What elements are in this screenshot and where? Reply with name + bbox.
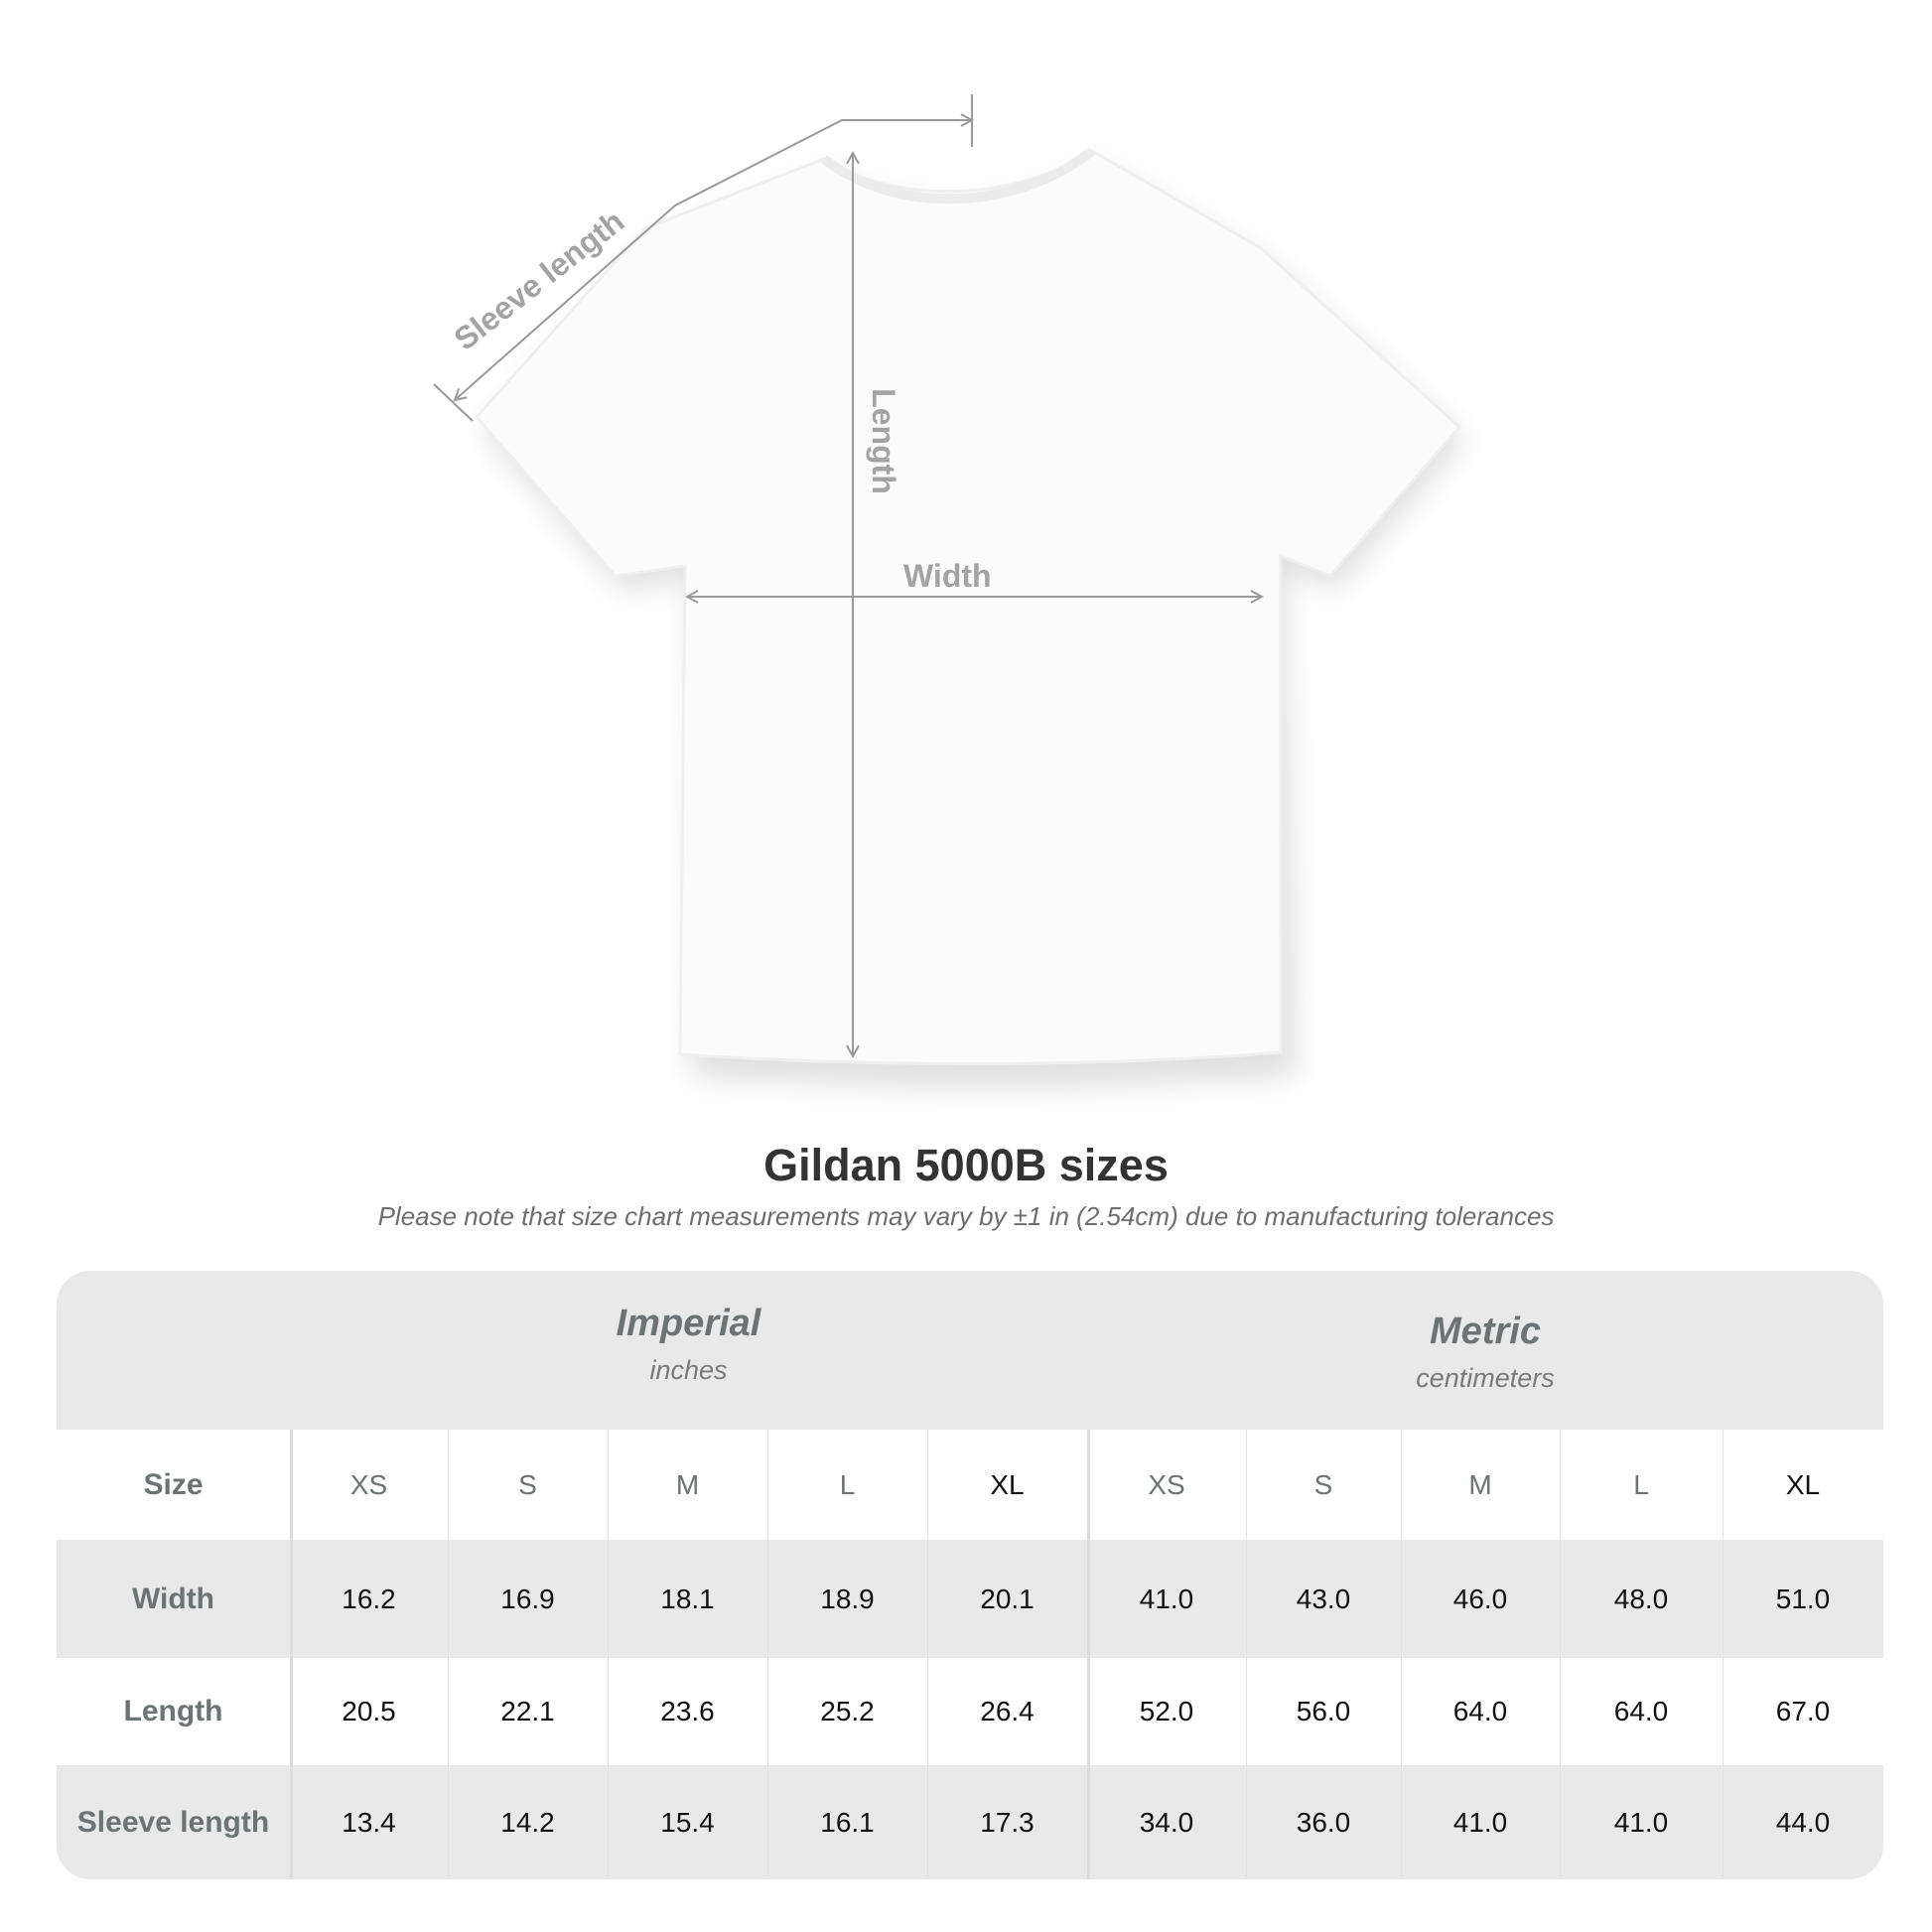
table-cell: 16.1 <box>820 1806 875 1838</box>
column-divider <box>927 1430 928 1879</box>
table-cell: 48.0 <box>1613 1583 1669 1614</box>
table-cell: 20.1 <box>980 1583 1035 1614</box>
row-label: Width <box>131 1582 215 1615</box>
unit-system: Metric <box>1430 1311 1541 1352</box>
size-header: M <box>1468 1468 1492 1500</box>
row-label: Sleeve length <box>76 1805 270 1839</box>
tolerance-note: Please note that size chart measurements… <box>377 1201 1555 1231</box>
table-cell: 41.0 <box>1452 1806 1508 1838</box>
table-cell: 64.0 <box>1452 1696 1508 1726</box>
column-divider <box>1246 1430 1247 1879</box>
table-cell: 16.2 <box>342 1583 396 1614</box>
size-header: L <box>839 1468 856 1500</box>
size-label: Size <box>143 1467 204 1501</box>
length-label: Length <box>865 388 901 494</box>
table-cell: 67.0 <box>1775 1696 1831 1726</box>
table-cell: 13.4 <box>342 1806 396 1838</box>
table-cell: 44.0 <box>1775 1806 1831 1838</box>
sleeve-arrow <box>455 120 972 400</box>
tshirt-diagram <box>433 94 1465 1088</box>
column-divider <box>1401 1430 1402 1879</box>
table-cell: 16.9 <box>500 1583 555 1614</box>
column-divider <box>1087 1430 1090 1879</box>
table-cell: 36.0 <box>1296 1806 1351 1838</box>
table-cell: 51.0 <box>1775 1583 1831 1614</box>
table-cell: 17.3 <box>980 1806 1035 1838</box>
header-band <box>57 1271 1883 1430</box>
table-cell: 41.0 <box>1139 1583 1194 1614</box>
unit-system: Imperial <box>616 1303 761 1344</box>
column-divider <box>448 1430 449 1879</box>
table-cell: 43.0 <box>1296 1583 1351 1614</box>
table-cell: 64.0 <box>1613 1696 1669 1726</box>
table-cell: 52.0 <box>1139 1696 1194 1726</box>
page-title: Gildan 5000B sizes <box>763 1140 1169 1190</box>
size-header: XS <box>1148 1468 1185 1500</box>
column-divider <box>1723 1430 1724 1879</box>
table-cell: 14.2 <box>500 1806 555 1838</box>
size-table: Imperial inches Metric centimeters Size XS S M L… <box>57 1271 1883 1879</box>
table-cell: 22.1 <box>500 1696 555 1726</box>
size-header: S <box>518 1468 537 1500</box>
table-cell: 23.6 <box>660 1696 715 1726</box>
table-cell: 15.4 <box>660 1806 715 1838</box>
size-header: XS <box>349 1468 388 1500</box>
row-label: Length <box>123 1695 223 1727</box>
table-cell: 20.5 <box>342 1696 396 1726</box>
table-cell: 56.0 <box>1296 1696 1351 1726</box>
table-cell: 26.4 <box>980 1696 1035 1726</box>
size-header: L <box>1633 1468 1649 1500</box>
size-header: M <box>675 1468 700 1500</box>
row-band-sleeve <box>57 1765 1883 1879</box>
table-cell: 34.0 <box>1139 1806 1194 1838</box>
table-cell: 41.0 <box>1613 1806 1669 1838</box>
unit-name: inches <box>649 1355 728 1385</box>
column-divider <box>290 1430 293 1879</box>
column-divider <box>767 1430 768 1879</box>
unit-name: centimeters <box>1416 1363 1555 1393</box>
table-cell: 25.2 <box>820 1696 875 1726</box>
width-label: Width <box>903 558 992 594</box>
size-header: XL <box>1785 1468 1821 1500</box>
size-header: XL <box>990 1468 1025 1500</box>
row-band-width <box>57 1540 1883 1658</box>
table-cell: 18.9 <box>820 1583 875 1614</box>
unit-header-imperial: Imperial inches <box>290 1303 1087 1386</box>
table-cell: 18.1 <box>660 1583 715 1614</box>
unit-header-metric: Metric centimeters <box>1087 1311 1883 1394</box>
column-divider <box>608 1430 609 1879</box>
table-cell: 46.0 <box>1452 1583 1508 1614</box>
size-header: S <box>1313 1468 1333 1500</box>
column-divider <box>1560 1430 1561 1879</box>
shirt-body <box>474 149 1462 1066</box>
